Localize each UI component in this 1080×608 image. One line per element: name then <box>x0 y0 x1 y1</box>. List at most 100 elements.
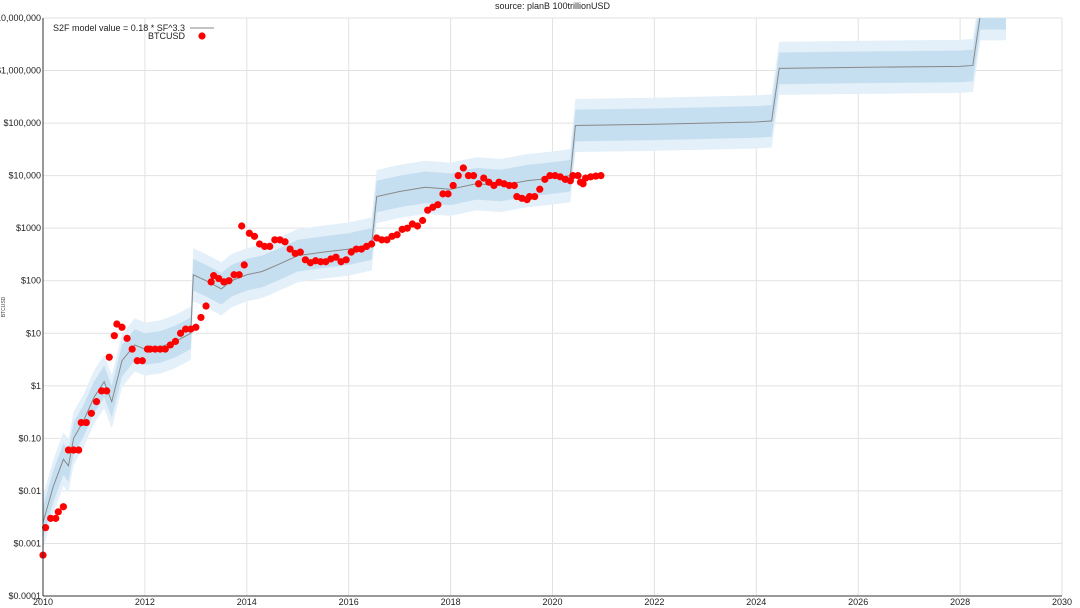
btcusd-point <box>197 313 205 322</box>
btcusd-point <box>207 278 215 286</box>
btcusd-point <box>536 185 544 193</box>
btcusd-point <box>317 258 325 266</box>
btcusd-point <box>296 248 304 256</box>
btcusd-point <box>215 274 223 283</box>
btcusd-point <box>87 409 96 417</box>
btcusd-point <box>118 323 126 331</box>
btcusd-point <box>230 271 238 279</box>
btcusd-point <box>378 236 386 244</box>
btcusd-point <box>475 180 483 188</box>
btcusd-point <box>225 277 233 285</box>
btcusd-point <box>569 172 577 180</box>
btcusd-point <box>77 418 85 427</box>
x-tick-label: 2018 <box>441 597 461 607</box>
btcusd-point <box>182 325 190 333</box>
btcusd-point <box>271 236 279 244</box>
x-tick-label: 2012 <box>135 597 155 607</box>
btcusd-point <box>54 508 62 516</box>
y-tick-label: $10 <box>26 328 41 338</box>
btcusd-point <box>110 332 118 340</box>
x-tick-label: 2014 <box>237 597 257 607</box>
x-tick-label: 2030 <box>1052 597 1072 607</box>
btcusd-point <box>444 190 452 198</box>
btcusd-point <box>531 192 539 201</box>
y-axis-label: BTCUSD <box>1 296 7 317</box>
btcusd-point <box>510 181 518 190</box>
btcusd-points <box>39 164 605 559</box>
btcusd-point <box>202 302 210 310</box>
btcusd-point <box>464 172 473 180</box>
btcusd-point <box>266 242 274 251</box>
btcusd-point <box>47 514 55 522</box>
btcusd-point <box>128 345 136 353</box>
btcusd-point <box>597 172 605 180</box>
x-tick-label: 2028 <box>950 597 970 607</box>
btcusd-point <box>250 232 259 240</box>
btcusd-point <box>75 446 83 454</box>
btcusd-point <box>192 323 200 331</box>
model-band-inner <box>43 18 1006 539</box>
y-tick-label: $0.0001 <box>8 591 41 601</box>
btcusd-point <box>459 164 467 172</box>
btcusd-point <box>166 341 174 349</box>
x-tick-label: 2024 <box>746 597 766 607</box>
legend-model-label: S2F model value = 0.18 * SF^3.3 <box>53 23 185 33</box>
y-tick-label: $100,000 <box>3 118 41 128</box>
btcusd-point <box>261 242 269 251</box>
btcusd-point <box>546 172 554 180</box>
x-tick-label: 2022 <box>644 597 664 607</box>
btcusd-point <box>156 345 164 353</box>
btcusd-point <box>138 357 146 365</box>
y-tick-label: $100 <box>21 276 41 286</box>
btcusd-point <box>342 256 350 264</box>
y-tick-label: $1,000,000 <box>0 66 41 76</box>
btcusd-point <box>171 337 180 346</box>
btcusd-point <box>281 238 289 246</box>
btcusd-point <box>541 175 549 183</box>
legend: S2F model value = 0.18 * SF^3.3 BTCUSD <box>53 23 214 41</box>
btcusd-point <box>454 172 462 180</box>
btcusd-point <box>413 222 422 230</box>
btcusd-point <box>525 192 534 201</box>
btcusd-point <box>69 446 78 454</box>
btcusd-point <box>113 320 121 328</box>
btcusd-point <box>133 357 141 365</box>
btcusd-point <box>439 190 447 198</box>
btcusd-point <box>505 181 513 190</box>
btcusd-point <box>97 387 106 395</box>
btcusd-point <box>52 514 60 522</box>
btcusd-point <box>332 253 340 261</box>
btcusd-point <box>418 216 427 225</box>
btcusd-point <box>82 418 90 427</box>
btcusd-point <box>123 334 131 342</box>
btcusd-point <box>579 180 587 188</box>
btcusd-point <box>403 224 411 232</box>
btcusd-point <box>146 345 154 353</box>
btcusd-point <box>469 172 478 180</box>
btcusd-point <box>393 231 401 239</box>
btcusd-point <box>41 524 50 532</box>
btcusd-point <box>238 222 246 230</box>
btcusd-point <box>240 261 248 269</box>
y-tick-label: $0.01 <box>18 486 41 496</box>
y-tick-label: $0.10 <box>18 433 41 443</box>
x-tick-label: 2020 <box>542 597 562 607</box>
y-tick-label: $1000 <box>16 223 41 233</box>
model-band-inner-area <box>43 18 1006 539</box>
x-tick-label: 2026 <box>848 597 868 607</box>
btcusd-point <box>151 345 159 353</box>
y-tick-label: $10,000,000 <box>0 13 41 23</box>
btcusd-point <box>490 181 498 190</box>
x-tick-label: 2010 <box>33 597 53 607</box>
btcusd-point <box>485 178 493 186</box>
y-tick-label: $1 <box>31 381 41 391</box>
grid <box>42 17 1063 597</box>
btcusd-point <box>480 174 488 182</box>
btcusd-point <box>286 245 294 253</box>
legend-btcusd-swatch <box>198 32 206 40</box>
btcusd-point <box>352 245 360 253</box>
btcusd-point <box>574 172 582 180</box>
btcusd-point <box>434 201 442 209</box>
btcusd-point <box>92 398 101 406</box>
